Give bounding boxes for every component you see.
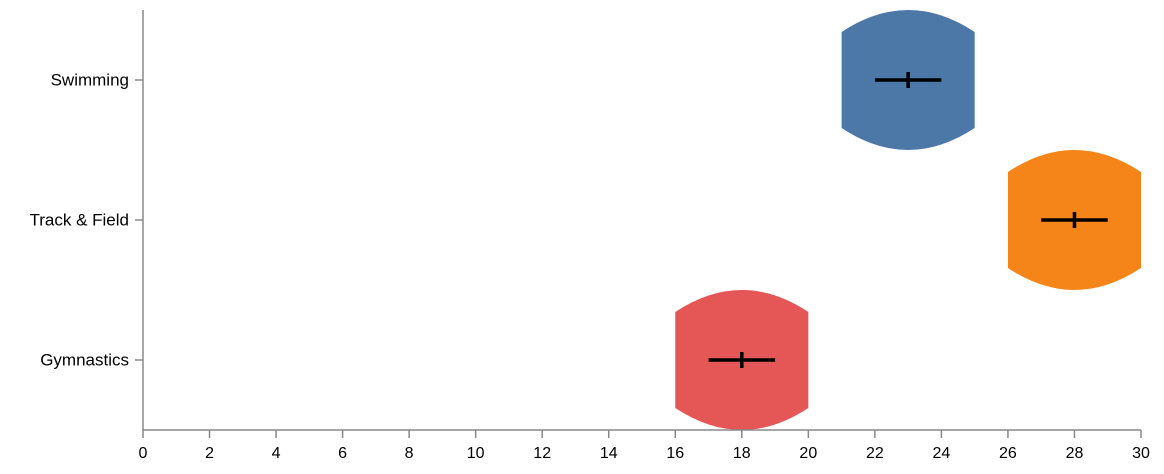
x-tick-label: 18: [733, 445, 751, 462]
x-tick-label: 8: [405, 445, 414, 462]
x-tick-label: 2: [205, 445, 214, 462]
x-tick-label: 14: [600, 445, 618, 462]
x-tick-label: 28: [1066, 445, 1084, 462]
x-tick-label: 30: [1132, 445, 1150, 462]
x-tick-label: 0: [139, 445, 148, 462]
x-tick-label: 10: [467, 445, 485, 462]
x-tick-label: 6: [338, 445, 347, 462]
y-tick-label: Track & Field: [29, 211, 129, 230]
chart-marks: [675, 10, 1141, 430]
x-tick-label: 22: [866, 445, 884, 462]
x-tick-label: 26: [999, 445, 1017, 462]
x-tick-label: 12: [533, 445, 551, 462]
y-tick-label: Swimming: [51, 71, 129, 90]
x-tick-label: 20: [799, 445, 817, 462]
x-tick-label: 4: [272, 445, 281, 462]
x-tick-label: 24: [933, 445, 951, 462]
x-tick-label: 16: [666, 445, 684, 462]
y-tick-label: Gymnastics: [40, 351, 129, 370]
